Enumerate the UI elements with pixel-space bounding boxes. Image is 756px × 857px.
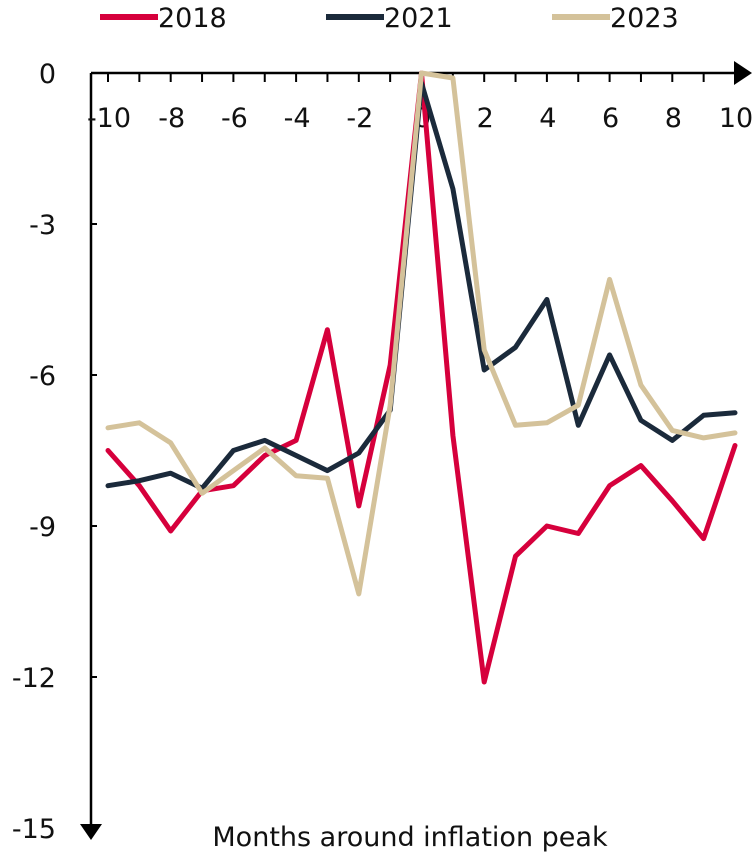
x-tick-label: -6 (221, 103, 248, 134)
x-tick-label: -2 (346, 103, 373, 134)
legend-label-2018: 2018 (158, 3, 227, 34)
series-line-2021 (105, 80, 738, 491)
legend: 2018 2021 2023 (100, 3, 679, 34)
y-tick-label: -3 (29, 210, 56, 241)
y-tick-label: -6 (29, 361, 56, 392)
y-axis-arrow (80, 824, 102, 840)
y-tick-label: -9 (29, 512, 56, 543)
x-axis-title: Months around inflation peak (212, 822, 608, 853)
series-line-2023 (105, 70, 738, 597)
y-tick-label: -12 (12, 663, 56, 694)
x-tick-label: 4 (539, 103, 556, 134)
x-tick-label: 2 (477, 103, 494, 134)
x-tick-label: -4 (284, 103, 311, 134)
x-axis-arrow (734, 61, 752, 85)
series-layer (105, 70, 738, 685)
x-tick-label: -10 (87, 103, 131, 134)
x-tick-label: 6 (602, 103, 619, 134)
y-tick-label: -15 (12, 814, 56, 845)
legend-label-2021: 2021 (384, 3, 453, 34)
x-tick-label: 10 (719, 103, 753, 134)
x-tick-label: -8 (158, 103, 185, 134)
x-tick-label: 8 (665, 103, 682, 134)
axes: -10 -8 -6 -4 -2 0 2 4 6 8 100-3-6-9-12-15 (12, 59, 753, 845)
y-tick-label: 0 (39, 59, 56, 90)
legend-label-2023: 2023 (610, 3, 679, 34)
